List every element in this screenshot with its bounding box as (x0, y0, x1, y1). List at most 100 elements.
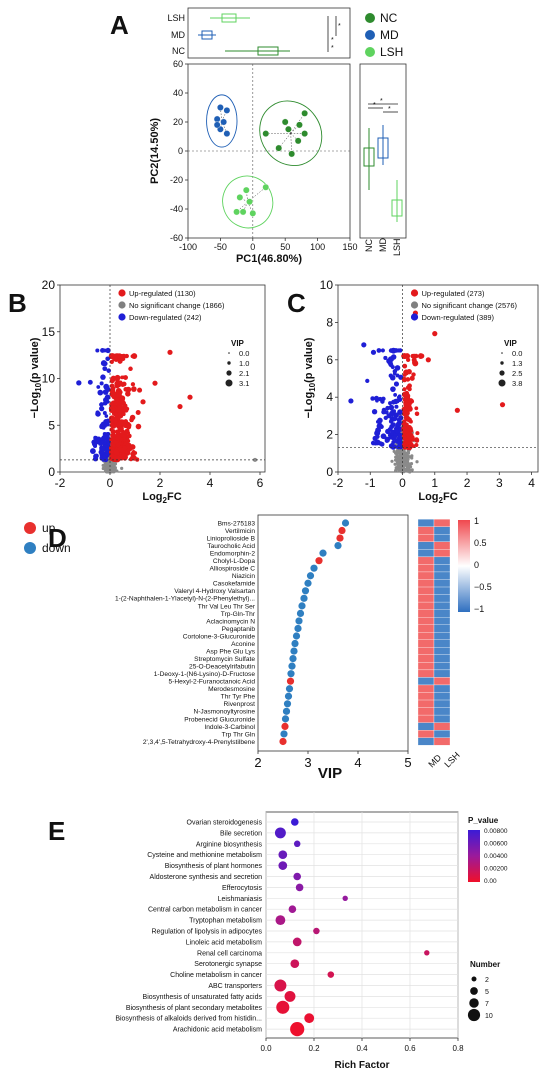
vip-point-down (289, 655, 297, 663)
pca-point-lsh (249, 209, 257, 217)
point-down (375, 434, 380, 439)
vip-size-label: 1.0 (239, 359, 249, 368)
point-down (383, 355, 388, 361)
volcano-c-frame (337, 284, 539, 473)
legend-dot (410, 289, 419, 297)
pathway-point (274, 979, 287, 992)
enrichment-ticks: 0.0 0.2 0.4 0.6 0.8 (260, 1038, 464, 1053)
panel-a-legend: NC MD LSH (365, 11, 403, 59)
heat-cell-md (417, 534, 435, 542)
heat-cell-md (417, 617, 435, 625)
point-down (394, 381, 399, 386)
vip-size-dot (501, 352, 503, 354)
pca-x-axis-label: PC1(46.80%) (236, 253, 302, 265)
enrichment-points (274, 818, 430, 1037)
pca-point-nc (275, 144, 283, 152)
confidence-ellipse-lsh (222, 175, 274, 229)
pathway-point (290, 959, 300, 969)
heat-cell-md (417, 654, 435, 663)
point-down (376, 348, 382, 353)
point-up-outlier (432, 331, 438, 337)
pca-scatter (188, 64, 350, 238)
point-up (113, 353, 119, 359)
point-down (396, 417, 402, 423)
vip-point-down (298, 602, 306, 610)
point-down (380, 348, 385, 353)
confidence-ellipse-nc (259, 100, 323, 166)
point-up (119, 395, 126, 401)
point-down (395, 421, 402, 427)
pathway-point (291, 818, 299, 826)
x-tick-label: 1 (431, 476, 438, 490)
point-up (402, 387, 407, 392)
y-tick-label: 0 (178, 146, 183, 156)
point-ns (398, 467, 402, 471)
pathway-label: Tryptophan metabolism (189, 918, 262, 925)
pathway-point (276, 1000, 290, 1014)
point-up (122, 420, 128, 425)
heat-cell-lsh (433, 662, 451, 671)
legend-dot (410, 301, 419, 309)
point-down (100, 374, 106, 380)
pca-point-nc (296, 121, 303, 129)
vip-heatmap (417, 519, 451, 746)
point-up (125, 386, 132, 393)
metabolite-label: Aconine (231, 641, 255, 648)
heat-cell-lsh (433, 624, 451, 633)
pathway-point (278, 861, 288, 870)
heat-cell-lsh (433, 526, 451, 535)
pathway-point (313, 927, 320, 935)
vip-point-up (338, 526, 346, 535)
heat-cell-lsh (433, 669, 451, 678)
metabolite-label: Vertilmicin (225, 528, 255, 535)
point-up (117, 389, 123, 395)
pca-point-nc (281, 118, 289, 126)
number-size-dot (469, 998, 479, 1008)
number-size-dot (470, 987, 478, 995)
heat-cell-md (417, 541, 435, 550)
vip-point-up (286, 677, 295, 685)
vip-legend-title: VIP (504, 339, 518, 348)
point-up (123, 434, 127, 439)
point-ns (107, 468, 112, 472)
point-up (114, 412, 119, 417)
heat-cell-lsh (433, 617, 451, 625)
legend-dot (410, 313, 419, 321)
x-tick-label: 0.2 (308, 1044, 320, 1053)
point-ns (401, 463, 405, 467)
heat-cell-md (417, 639, 435, 648)
pathway-point (327, 971, 335, 978)
sig-star: * (388, 106, 391, 113)
point-up (407, 383, 412, 389)
point-up (401, 411, 407, 417)
number-size-label: 2 (485, 977, 489, 984)
point-down (76, 380, 82, 386)
volcano-b-x-axis-label: Log2FC (142, 491, 181, 505)
pathway-point (275, 915, 286, 925)
point-down (96, 385, 101, 389)
legend-dot-lsh (365, 47, 375, 57)
point-down (390, 347, 397, 354)
heat-cell-lsh (433, 699, 451, 708)
number-size-dot (467, 1008, 481, 1022)
number-size-dot (471, 976, 477, 982)
centroid-link (220, 107, 223, 121)
pathway-point (284, 990, 296, 1002)
heatmap-col-label: LSH (442, 750, 461, 769)
point-ns (112, 464, 116, 468)
vip-point-down (310, 564, 318, 572)
vip-point-down (304, 579, 312, 587)
pathway-point (304, 1013, 315, 1024)
point-up (118, 380, 123, 385)
pathway-point (292, 937, 302, 947)
point-up (123, 407, 129, 413)
vip-point-down (288, 662, 296, 670)
box-lsh (221, 13, 237, 23)
point-ns (109, 462, 113, 467)
number-size-label: 7 (485, 1001, 489, 1008)
point-down (370, 396, 375, 401)
pvalue-tick-label: 0.00 (484, 878, 497, 885)
point-up (121, 353, 127, 359)
point-down (87, 379, 93, 385)
heat-cell-md (417, 624, 435, 633)
